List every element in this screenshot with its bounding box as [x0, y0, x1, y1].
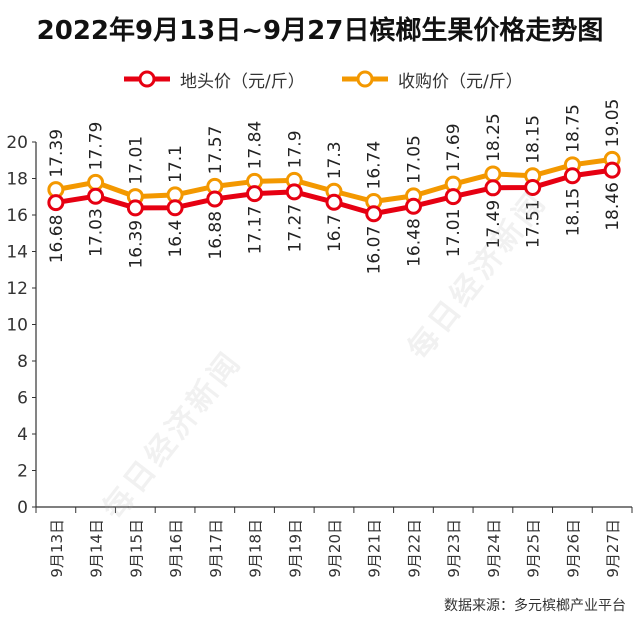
legend: 地头价（元/斤） 收购价（元/斤） — [0, 64, 640, 94]
x-tick-label: 9月14日 — [88, 519, 106, 578]
data-label-purchase-price: 18.75 — [563, 104, 583, 153]
data-label-ground-price: 16.7 — [325, 214, 345, 252]
data-source: 数据来源：多元槟榔产业平台 — [444, 598, 626, 614]
x-tick-label: 9月16日 — [167, 519, 185, 578]
data-label-ground-price: 17.01 — [444, 209, 464, 258]
data-point-series-0 — [444, 188, 462, 206]
x-tick-label: 9月26日 — [564, 519, 582, 578]
data-label-ground-price: 17.27 — [285, 204, 305, 253]
y-tick-label: 8 — [17, 352, 28, 372]
data-point-series-1 — [484, 165, 502, 183]
data-label-ground-price: 16.07 — [365, 226, 385, 275]
data-point-series-0 — [365, 205, 383, 223]
x-tick-label: 9月15日 — [127, 519, 145, 578]
x-tick-label: 9月23日 — [445, 519, 463, 578]
data-point-series-0 — [47, 194, 65, 212]
data-label-purchase-price: 17.1 — [166, 145, 186, 183]
y-tick-label: 18 — [6, 170, 28, 190]
y-tick-label: 14 — [6, 243, 28, 263]
data-label-purchase-price: 18.15 — [524, 115, 544, 164]
y-tick-label: 20 — [6, 133, 28, 153]
x-tick-label: 9月24日 — [485, 519, 503, 578]
data-label-ground-price: 18.15 — [563, 188, 583, 237]
data-point-series-0 — [206, 190, 224, 208]
data-label-purchase-price: 17.84 — [246, 121, 266, 170]
x-tick-label: 9月22日 — [405, 519, 423, 578]
data-label-ground-price: 16.48 — [404, 218, 424, 267]
y-tick-label: 16 — [6, 206, 28, 226]
legend-label-purchase-price: 收购价（元/斤） — [398, 71, 523, 92]
data-point-series-0 — [166, 199, 184, 217]
x-tick-label: 9月19日 — [286, 519, 304, 578]
data-label-purchase-price: 18.25 — [484, 113, 504, 162]
legend-marker-orange-icon — [342, 70, 388, 88]
data-point-series-0 — [87, 187, 105, 205]
data-label-ground-price: 16.88 — [206, 211, 226, 260]
data-label-purchase-price: 17.57 — [206, 126, 226, 175]
data-label-purchase-price: 16.74 — [365, 141, 385, 190]
data-label-ground-price: 18.46 — [603, 182, 623, 231]
legend-marker-red-icon — [124, 70, 170, 88]
data-label-ground-price: 16.68 — [47, 215, 67, 264]
y-tick-label: 12 — [6, 279, 28, 299]
x-tick-label: 9月20日 — [326, 519, 344, 578]
data-label-purchase-price: 17.3 — [325, 141, 345, 179]
y-tick-label: 2 — [17, 462, 28, 482]
data-label-purchase-price: 17.69 — [444, 123, 464, 172]
x-tick-label: 9月25日 — [525, 519, 543, 578]
data-label-purchase-price: 17.9 — [285, 130, 305, 168]
data-label-ground-price: 17.03 — [87, 208, 107, 257]
data-point-series-0 — [285, 183, 303, 201]
legend-item-ground-price: 地头价（元/斤） — [122, 64, 305, 94]
y-tick-label: 10 — [6, 316, 28, 336]
data-point-series-0 — [246, 185, 264, 203]
data-label-ground-price: 17.49 — [484, 200, 504, 249]
data-point-series-0 — [484, 179, 502, 197]
data-label-purchase-price: 19.05 — [603, 99, 623, 148]
legend-item-purchase-price: 收购价（元/斤） — [340, 64, 523, 94]
y-tick-label: 0 — [17, 498, 28, 518]
x-tick-label: 9月18日 — [247, 519, 265, 578]
x-tick-label: 9月17日 — [207, 519, 225, 578]
legend-label-ground-price: 地头价（元/斤） — [180, 71, 305, 92]
x-tick-label: 9月27日 — [604, 519, 622, 578]
data-point-series-0 — [126, 199, 144, 217]
x-tick-label: 9月21日 — [366, 519, 384, 578]
data-label-ground-price: 16.4 — [166, 220, 186, 258]
chart-title: 2022年9月13日~9月27日槟榔生果价格走势图 — [36, 16, 604, 46]
data-label-purchase-price: 17.39 — [47, 129, 67, 178]
data-label-ground-price: 17.51 — [524, 199, 544, 248]
data-point-series-0 — [325, 193, 343, 211]
y-tick-label: 6 — [17, 389, 28, 409]
x-tick-label: 9月13日 — [48, 519, 66, 578]
data-point-series-0 — [524, 178, 542, 196]
data-point-series-0 — [603, 161, 621, 179]
y-tick-label: 4 — [17, 425, 28, 445]
data-label-purchase-price: 17.79 — [87, 122, 107, 171]
data-point-series-1 — [87, 173, 105, 191]
data-label-ground-price: 17.17 — [246, 206, 266, 255]
data-label-purchase-price: 17.05 — [404, 135, 424, 184]
data-point-series-0 — [563, 167, 581, 185]
data-label-ground-price: 16.39 — [126, 220, 146, 269]
data-point-series-0 — [404, 197, 422, 215]
data-label-purchase-price: 17.01 — [126, 136, 146, 185]
